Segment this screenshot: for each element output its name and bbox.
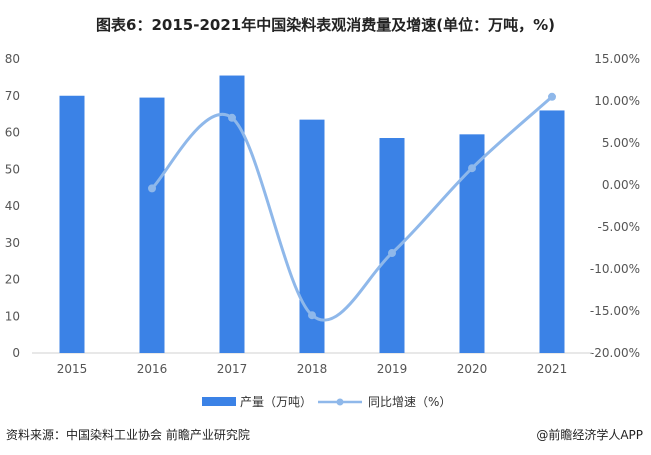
- line-point: [308, 311, 316, 320]
- app-credit: @前瞻经济学人APP: [536, 428, 643, 442]
- right-tick-label: 10.00%: [594, 94, 640, 108]
- x-tick-label: 2019: [377, 362, 408, 376]
- line-point: [228, 113, 236, 122]
- left-tick-label: 50: [5, 162, 20, 176]
- right-tick-label: -10.00%: [590, 262, 640, 276]
- right-tick-label: 0.00%: [602, 178, 640, 192]
- left-tick-label: 30: [5, 236, 20, 250]
- x-tick-label: 2018: [297, 362, 328, 376]
- legend-line-marker: [336, 398, 344, 406]
- x-tick-label: 2017: [217, 362, 248, 376]
- x-axis: 2015 2016 2017 2018 2019 2020 2021: [32, 352, 592, 376]
- x-tick-label: 2015: [57, 362, 88, 376]
- bar: [59, 95, 85, 353]
- left-tick-label: 80: [5, 52, 20, 66]
- line-point: [388, 249, 396, 258]
- left-tick-label: 60: [5, 126, 20, 140]
- x-tick-label: 2016: [137, 362, 168, 376]
- right-tick-label: -20.00%: [590, 346, 640, 360]
- x-tick-label: 2021: [537, 362, 568, 376]
- line-series: [148, 92, 556, 322]
- legend-bar-swatch: [202, 397, 236, 406]
- source-note: 资料来源：中国染料工业协会 前瞻产业研究院: [6, 428, 250, 442]
- chart-title: 图表6：2015-2021年中国染料表观消费量及增速(单位：万吨，%): [96, 16, 555, 34]
- line-point: [148, 184, 156, 193]
- bar: [539, 110, 565, 353]
- right-tick-label: -5.00%: [598, 220, 640, 234]
- right-tick-label: -15.00%: [590, 304, 640, 318]
- left-tick-label: 0: [12, 346, 20, 360]
- legend-bar-label: 产量（万吨）: [240, 395, 312, 409]
- left-axis: 0 10 20 30 40 50 60 70 80: [5, 52, 20, 360]
- left-tick-label: 40: [5, 199, 20, 213]
- line-point: [468, 164, 476, 173]
- growth-line: [150, 95, 553, 322]
- left-tick-label: 70: [5, 89, 20, 103]
- legend-line-label: 同比增速（%）: [368, 395, 451, 409]
- legend: 产量（万吨） 同比增速（%）: [202, 395, 451, 409]
- line-point: [548, 92, 556, 101]
- bar: [139, 97, 165, 354]
- right-tick-label: 15.00%: [594, 52, 640, 66]
- left-tick-label: 20: [5, 273, 20, 287]
- x-tick-label: 2020: [457, 362, 488, 376]
- right-tick-label: 5.00%: [602, 136, 640, 150]
- left-tick-label: 10: [5, 309, 20, 323]
- right-axis: -20.00% -15.00% -10.00% -5.00% 0.00% 5.00% 10.…: [590, 52, 640, 360]
